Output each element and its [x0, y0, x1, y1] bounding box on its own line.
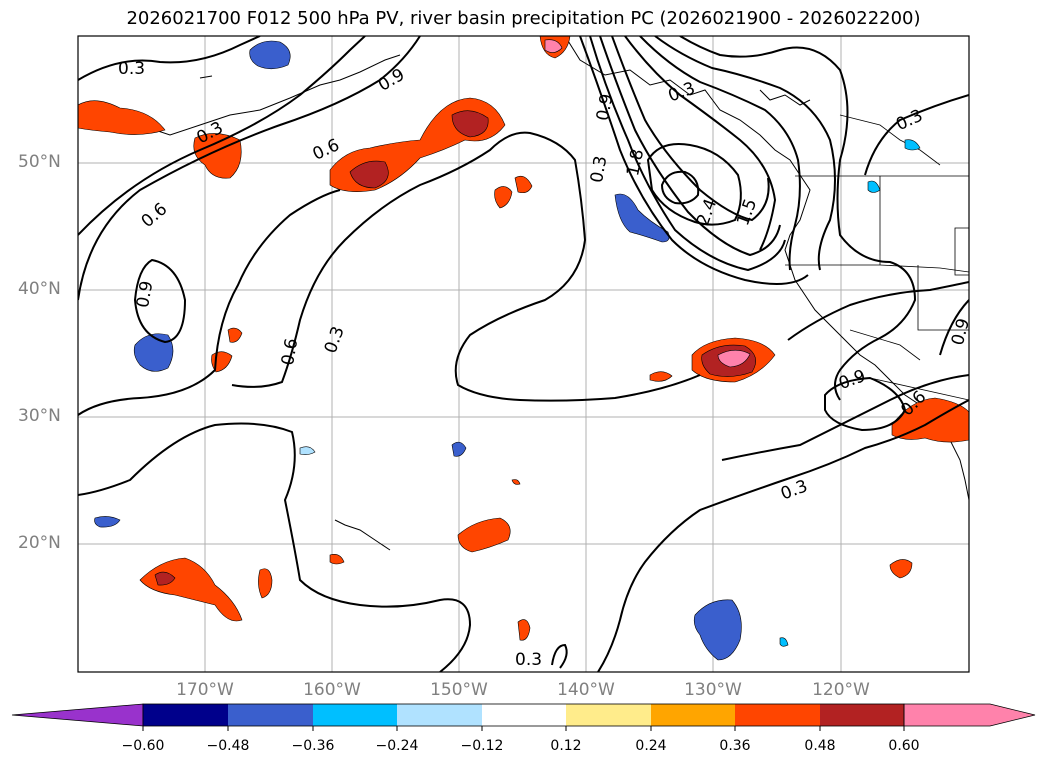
colorbar	[11, 703, 1036, 731]
precip-area-strong	[451, 110, 489, 138]
colorbar-bin	[651, 704, 735, 726]
colorbar-tick-label: −0.48	[206, 738, 250, 754]
contour-label: 0.9	[593, 92, 617, 122]
colorbar-max-extension	[903, 703, 1036, 727]
precip-area-positive	[514, 175, 533, 194]
contour-label: 0.9	[948, 316, 974, 347]
borders	[785, 114, 969, 401]
map-title: 2026021700 F012 500 hPa PV, river basin …	[126, 8, 921, 29]
colorbar-bin	[397, 704, 482, 726]
precip-area-positive	[649, 371, 673, 382]
precip-area-positive	[78, 100, 166, 135]
colorbar-tick-label: −0.12	[460, 738, 504, 754]
colorbar-tick-label: 0.48	[804, 738, 836, 754]
precip-area-negative	[451, 441, 467, 457]
lat-label-20n: 20°N	[18, 533, 61, 553]
precip-area-negative	[693, 599, 742, 661]
colorbar-min-extension	[11, 703, 144, 727]
precip-area-positive	[457, 517, 511, 553]
precip-area-positive	[227, 327, 243, 343]
contour-label: 0.3	[118, 59, 145, 79]
colorbar-tick-label: 0.12	[550, 738, 582, 754]
colorbar-bin	[313, 704, 397, 726]
colorbar-bin	[820, 704, 904, 726]
precip-area-strong	[349, 160, 389, 189]
colorbar-bin	[735, 704, 820, 726]
contour-label: 0.9	[133, 279, 157, 309]
lon-label-140w: 140°W	[557, 680, 615, 700]
precip-area-negative	[614, 193, 670, 243]
contour-label: 0.6	[278, 337, 302, 367]
precip-area-peak	[717, 349, 751, 368]
precip-area-positive	[889, 559, 913, 579]
colorbar-bin	[566, 704, 651, 726]
colorbar-tick-label: 0.60	[888, 738, 920, 754]
precip-area-positive	[494, 186, 513, 209]
precip-area-negative	[133, 333, 174, 372]
precip-area-negative	[867, 180, 881, 193]
lon-label-120w: 120°W	[812, 680, 870, 700]
colorbar-bin	[482, 704, 566, 726]
colorbar-tick-label: 0.24	[635, 738, 667, 754]
precip-area-weak-negative	[299, 446, 316, 455]
precip-area-strong	[154, 571, 176, 586]
lat-label-50n: 50°N	[18, 152, 61, 172]
precip-area-peak	[544, 39, 563, 53]
precip-area-positive	[517, 619, 531, 641]
contour-label: 0.3	[515, 650, 542, 670]
lat-label-40n: 40°N	[18, 279, 61, 299]
colorbar-tick-label: −0.36	[291, 738, 335, 754]
colorbar-tick-label: −0.24	[375, 738, 419, 754]
pv-contours	[78, 36, 969, 672]
precip-area-positive	[511, 479, 521, 485]
precip-area-positive	[258, 568, 273, 599]
colorbar-tick-label: −0.60	[121, 738, 165, 754]
lon-label-150w: 150°W	[430, 680, 488, 700]
precip-area-negative	[779, 637, 789, 647]
precip-area-negative	[904, 139, 921, 151]
lon-label-130w: 130°W	[684, 680, 742, 700]
colorbar-bin	[228, 704, 313, 726]
colorbar-bin	[143, 704, 228, 726]
plot-frame	[77, 35, 970, 673]
lon-label-160w: 160°W	[303, 680, 361, 700]
contour-label: 0.3	[587, 154, 611, 184]
precip-area-negative	[94, 516, 121, 528]
precip-area-negative	[249, 40, 291, 70]
precip-area-positive	[329, 554, 345, 565]
colorbar-tick-label: 0.36	[719, 738, 751, 754]
lat-label-30n: 30°N	[18, 406, 61, 426]
lon-label-170w: 170°W	[176, 680, 234, 700]
